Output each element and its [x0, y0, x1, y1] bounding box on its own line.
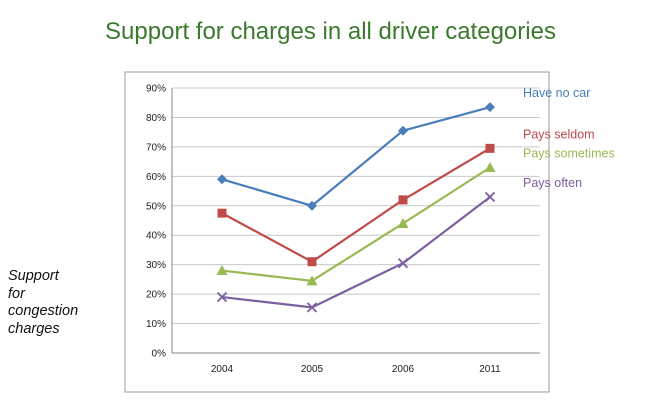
- data-point-triangle: [397, 217, 409, 228]
- gridlines: [172, 87, 540, 325]
- y-tick-label: 70%: [146, 142, 166, 153]
- chart-frame: [124, 71, 550, 393]
- y-tick-label: 90%: [146, 84, 166, 95]
- axes: 0% 10% 20% 30% 40% 50% 60% 70% 80% 90% 2004 2005 200…: [146, 84, 540, 375]
- y-axis-label: Support for congestion charges: [8, 268, 108, 338]
- data-point-triangle: [306, 275, 318, 286]
- data-point-diamond: [485, 102, 495, 113]
- y-tick-label: 0%: [152, 349, 167, 360]
- legend-label: Have no car: [523, 86, 590, 100]
- data-point-triangle: [216, 265, 228, 276]
- y-axis-label-line: congestion: [8, 303, 79, 319]
- y-tick-label: 20%: [146, 290, 166, 301]
- data-point-diamond: [217, 174, 227, 185]
- legend-label: Pays sometimes: [523, 147, 615, 161]
- y-tick-label: 30%: [146, 260, 166, 271]
- data-point-square: [485, 143, 495, 153]
- data-point-x: [397, 258, 409, 269]
- data-point-x: [306, 302, 318, 313]
- y-axis-label-line: Support: [8, 268, 59, 284]
- data-point-diamond: [307, 200, 317, 211]
- data-point-diamond: [398, 125, 408, 136]
- legend-label: Pays seldom: [523, 127, 595, 141]
- legend-label: Pays often: [523, 176, 582, 190]
- data-point-square: [398, 195, 408, 205]
- series-line: [221, 147, 491, 263]
- y-tick-label: 60%: [146, 172, 166, 183]
- y-axis-label-line: charges: [8, 320, 60, 337]
- y-tick-label: 10%: [146, 319, 166, 330]
- legend: Have no car Pays seldom Pays sometimes Pays…: [523, 86, 615, 190]
- data-point-x: [484, 191, 496, 203]
- x-tick-label: 2006: [392, 364, 415, 375]
- y-tick-label: 50%: [146, 201, 166, 212]
- chart-title: Support for charges in all driver catego…: [105, 18, 556, 45]
- series-line: [221, 196, 491, 309]
- y-axis-label-line: for: [8, 285, 25, 302]
- data-point-triangle: [484, 162, 496, 172]
- y-tick-label: 80%: [146, 113, 166, 124]
- data-point-square: [307, 257, 317, 267]
- series-line: [221, 106, 491, 207]
- y-tick-label: 40%: [146, 231, 166, 242]
- data-point-x: [216, 291, 228, 303]
- data-point-square: [217, 208, 227, 218]
- series-line: [221, 166, 491, 282]
- series-lines: [216, 102, 496, 313]
- x-tick-label: 2005: [301, 364, 324, 375]
- x-tick-label: 2011: [479, 364, 501, 375]
- x-tick-label: 2004: [211, 364, 234, 375]
